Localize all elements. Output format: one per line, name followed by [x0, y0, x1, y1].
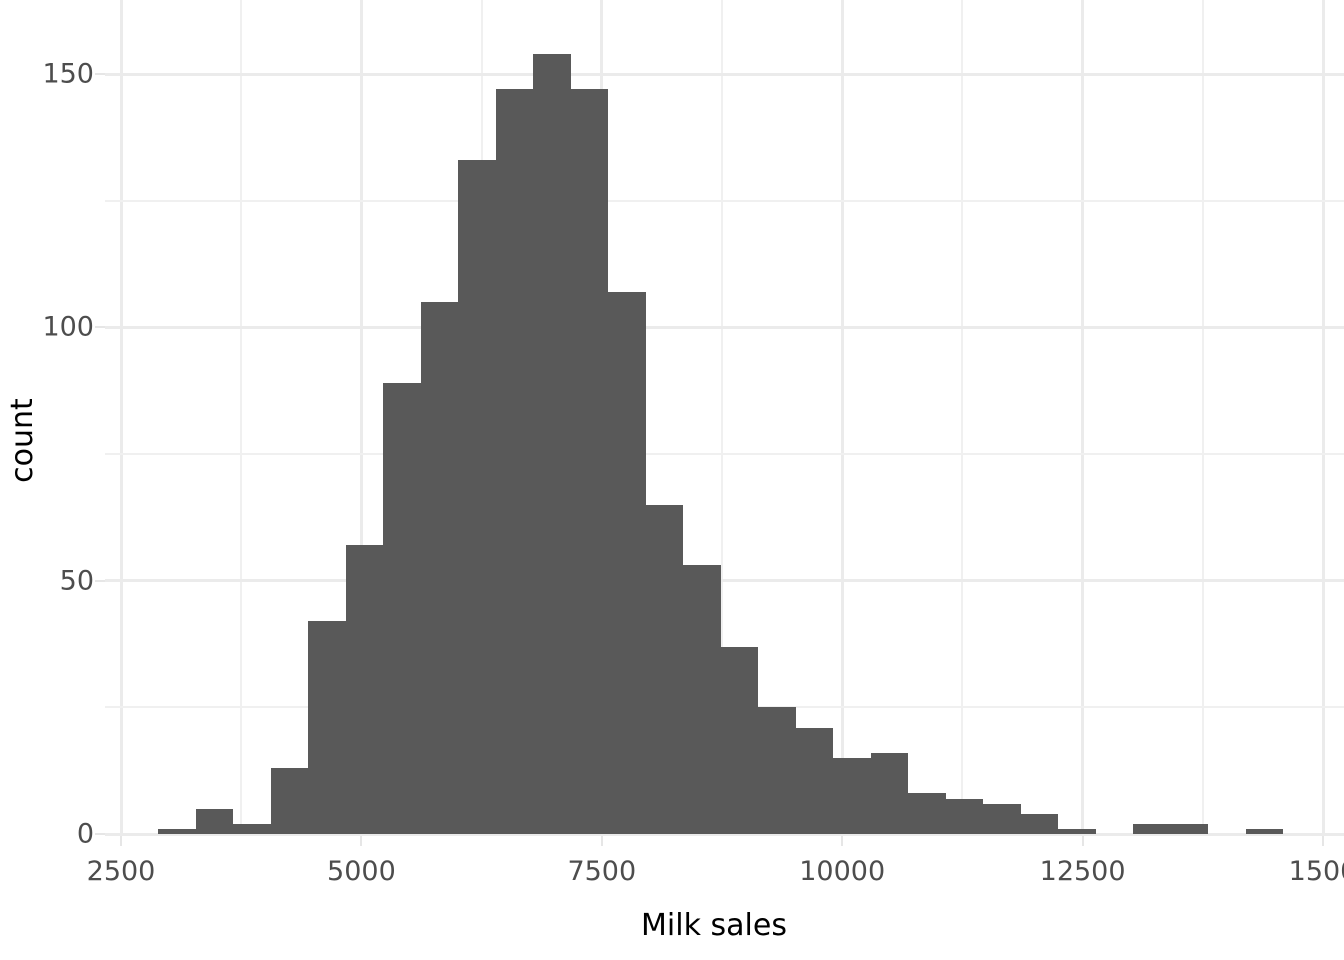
- x-tick-mark: [360, 836, 363, 846]
- gridline-y-minor: [105, 453, 1344, 455]
- plot-panel: [105, 0, 1344, 836]
- x-tick-label: 2500: [86, 856, 156, 887]
- histogram-bar: [345, 545, 384, 834]
- y-tick-mark: [95, 833, 105, 835]
- x-tick-label: 10000: [799, 856, 886, 887]
- histogram-bar: [645, 504, 684, 834]
- y-tick-label: 150: [42, 58, 94, 90]
- gridline-y-major: [105, 325, 1344, 329]
- y-axis-title-text: count: [4, 397, 40, 483]
- histogram-bar: [420, 302, 459, 834]
- histogram-bar: [570, 89, 609, 834]
- gridline-y-minor: [105, 199, 1344, 202]
- histogram-bar: [720, 646, 759, 834]
- gridline-x-minor: [721, 0, 723, 836]
- gridline-x-minor: [1201, 0, 1204, 836]
- gridline-x-major: [840, 0, 844, 836]
- x-tick-mark: [1322, 836, 1324, 846]
- histogram-bar: [270, 768, 309, 834]
- x-tick-mark: [600, 836, 603, 846]
- gridline-y-major: [105, 832, 1344, 836]
- gridline-x-minor: [240, 0, 243, 836]
- histogram-bar: [458, 160, 496, 834]
- x-tick-label: 12500: [1039, 856, 1126, 887]
- x-tick-label: 7500: [567, 856, 637, 887]
- histogram-bar: [908, 793, 946, 834]
- histogram-bar: [1058, 828, 1096, 834]
- y-tick-label: 100: [42, 311, 94, 343]
- histogram-bar: [945, 798, 984, 834]
- histogram-bar: [533, 53, 571, 834]
- x-tick-mark: [841, 836, 844, 846]
- gridline-y-major: [105, 72, 1344, 76]
- x-tick-label: 5000: [327, 856, 396, 887]
- gridline-x-major: [119, 0, 123, 836]
- histogram-bar: [758, 707, 796, 834]
- x-axis-title: Milk sales: [641, 908, 787, 943]
- x-tick-mark: [120, 836, 122, 846]
- gridline-x-major: [1321, 0, 1325, 836]
- histogram-bar: [195, 808, 234, 834]
- histogram-bar: [495, 89, 534, 834]
- histogram-bar: [983, 803, 1021, 834]
- histogram-bar: [1020, 813, 1059, 834]
- histogram-bar: [308, 621, 346, 834]
- histogram-bar: [795, 727, 834, 834]
- y-tick-label: 0: [76, 818, 94, 850]
- histogram-bar: [608, 291, 646, 834]
- gridline-x-major: [359, 0, 363, 836]
- y-tick-label: 50: [59, 565, 94, 597]
- histogram-bar: [833, 758, 871, 834]
- gridline-y-major: [105, 579, 1344, 583]
- y-tick-mark: [95, 73, 105, 75]
- y-axis-title: count: [0, 0, 44, 880]
- y-tick-mark: [95, 326, 105, 329]
- histogram-bar: [1245, 828, 1284, 834]
- y-tick-mark: [95, 579, 105, 582]
- histogram-bar: [1133, 823, 1171, 834]
- histogram-bar: [683, 565, 721, 834]
- x-tick-mark: [1081, 836, 1084, 846]
- x-tick-label: 1500: [1288, 856, 1344, 887]
- histogram-bar: [383, 383, 421, 834]
- gridline-x-major: [1081, 0, 1085, 836]
- histogram-bar: [870, 752, 909, 834]
- histogram-bar: [1170, 823, 1209, 834]
- histogram-bar: [233, 823, 271, 834]
- gridline-x-minor: [961, 0, 964, 836]
- histogram-bar: [158, 828, 196, 834]
